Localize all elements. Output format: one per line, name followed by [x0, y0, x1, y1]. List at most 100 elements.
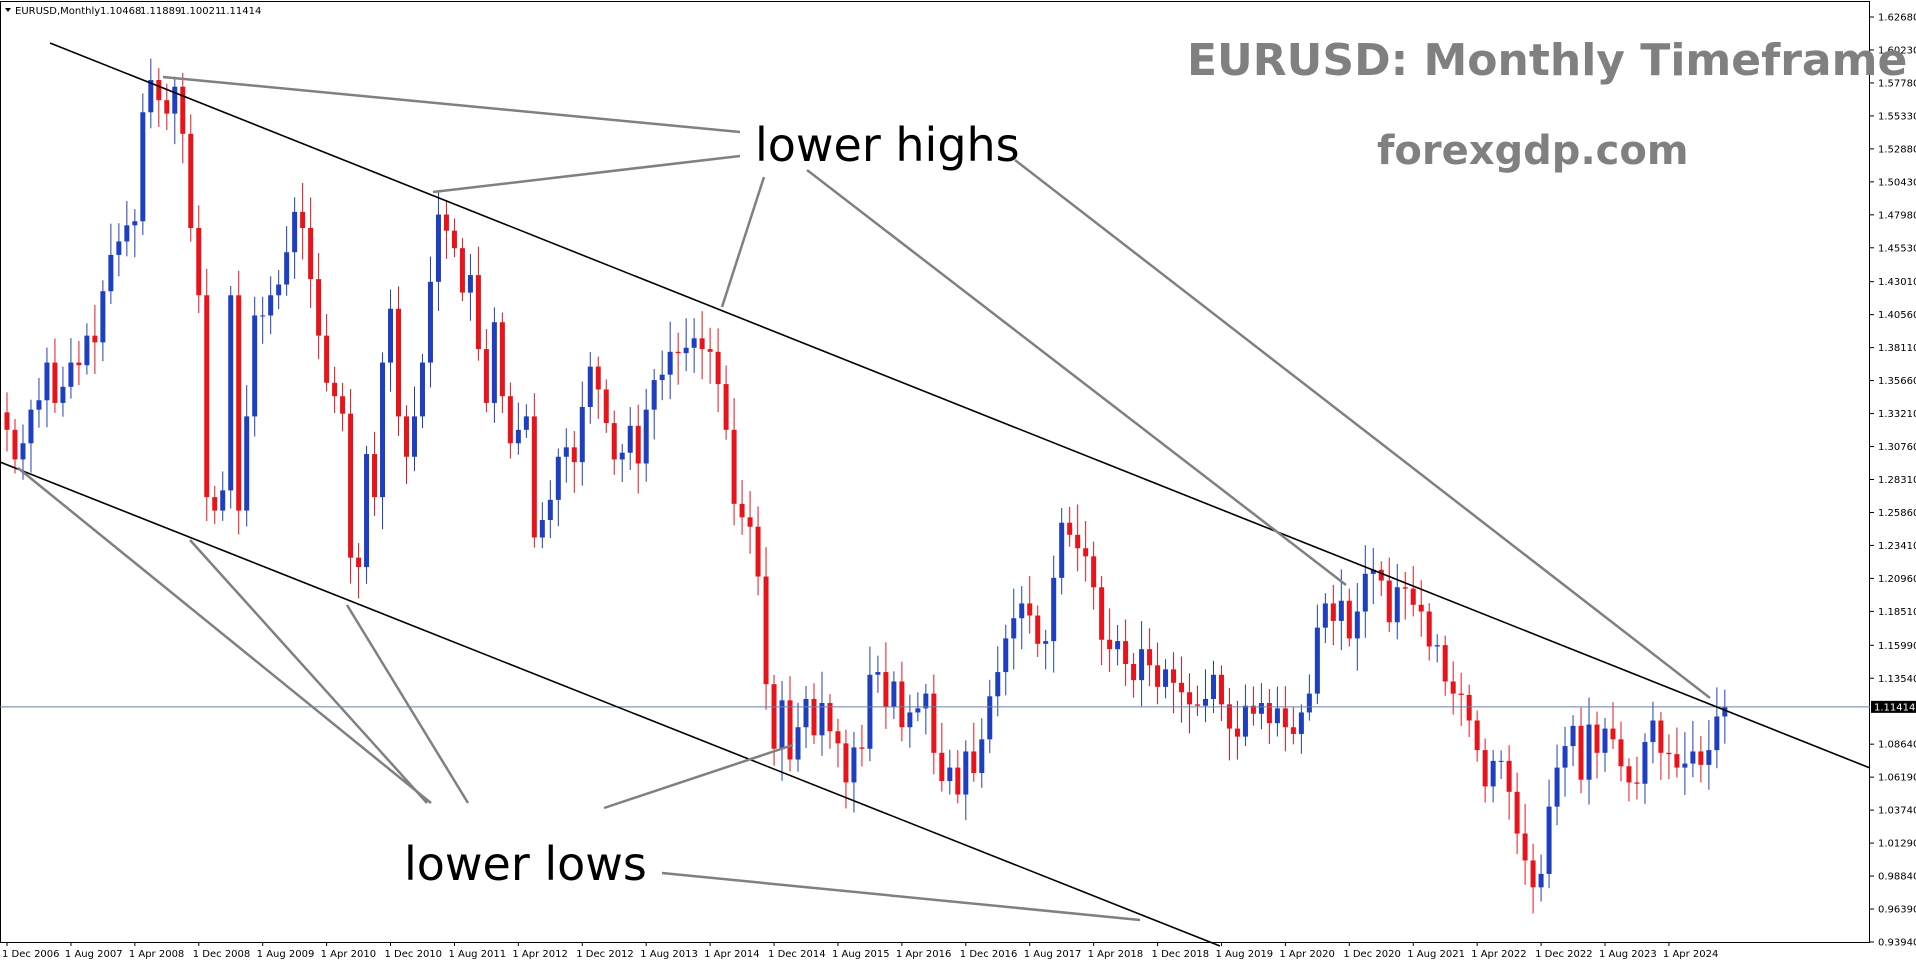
candle — [1666, 734, 1672, 780]
candle — [1394, 563, 1400, 640]
candle — [292, 197, 298, 279]
y-tick-label: 1.38110 — [1878, 343, 1916, 354]
candle — [707, 327, 713, 384]
candle — [643, 388, 649, 482]
candle — [324, 314, 330, 392]
candle — [1330, 584, 1336, 646]
candles — [4, 58, 1728, 914]
x-tick-label: 1 Apr 2012 — [512, 949, 567, 960]
candle — [316, 252, 322, 360]
candle — [364, 445, 370, 584]
candle — [1051, 555, 1057, 673]
candle — [683, 318, 689, 372]
candle — [491, 307, 497, 423]
x-tick-label: 1 Dec 2006 — [2, 949, 60, 960]
candle — [715, 328, 721, 413]
candle — [228, 286, 234, 509]
candle — [459, 238, 465, 302]
x-tick-label: 1 Apr 2020 — [1279, 949, 1334, 960]
y-tick-label: 1.33210 — [1878, 409, 1916, 420]
candle — [308, 197, 314, 309]
candle — [1722, 689, 1728, 744]
x-tick-label: 1 Apr 2024 — [1663, 949, 1718, 960]
candle — [68, 338, 74, 399]
candle — [971, 722, 977, 782]
candle — [963, 740, 969, 821]
candle — [388, 289, 394, 392]
candle — [659, 350, 665, 401]
candle — [819, 671, 825, 756]
candle — [1123, 619, 1129, 686]
candle — [1426, 603, 1432, 661]
x-tick-label: 1 Apr 2014 — [704, 949, 759, 960]
candle — [1147, 628, 1153, 687]
candle — [132, 209, 138, 258]
candle — [52, 338, 58, 413]
candle — [1586, 697, 1592, 805]
candle — [667, 321, 673, 400]
candle — [595, 356, 601, 419]
candle — [443, 200, 449, 259]
candle — [499, 312, 505, 413]
candle — [1298, 704, 1304, 754]
candle — [1003, 624, 1009, 696]
ohlc-high: 1.11889 — [140, 6, 181, 17]
x-tick-label: 1 Dec 2008 — [193, 949, 251, 960]
candle — [12, 418, 18, 474]
candle — [1115, 624, 1121, 666]
x-tick-label: 1 Dec 2020 — [1343, 949, 1401, 960]
x-tick-label: 1 Aug 2023 — [1599, 949, 1657, 960]
candle — [1242, 684, 1248, 747]
candle — [531, 393, 537, 548]
candle — [947, 749, 953, 795]
candle — [1522, 803, 1528, 885]
candle — [675, 332, 681, 385]
candle — [555, 448, 561, 527]
candle — [1083, 521, 1089, 582]
x-tick-label: 1 Aug 2013 — [640, 949, 698, 960]
x-tick-label: 1 Aug 2011 — [448, 949, 506, 960]
candle — [356, 543, 362, 599]
candle — [1538, 854, 1544, 902]
candle — [547, 480, 553, 539]
candle — [763, 547, 769, 710]
candle — [979, 718, 985, 788]
candle — [451, 218, 457, 258]
y-tick-label: 0.96390 — [1878, 905, 1916, 916]
y-tick-label: 1.23410 — [1878, 541, 1916, 552]
candle — [699, 311, 705, 380]
candle — [1482, 738, 1488, 803]
ohlc-open: 1.10468 — [100, 6, 141, 17]
x-tick-label: 1 Apr 2008 — [129, 949, 184, 960]
candle — [236, 270, 242, 535]
candle — [899, 661, 905, 742]
x-tick-label: 1 Apr 2010 — [321, 949, 376, 960]
candle — [1203, 669, 1208, 723]
candle — [619, 443, 625, 483]
candle — [507, 382, 513, 459]
candle — [411, 386, 417, 472]
candle — [300, 182, 306, 260]
candle — [723, 365, 729, 440]
candle — [212, 485, 218, 525]
candle — [404, 405, 409, 485]
candle — [1642, 733, 1648, 804]
candle — [851, 731, 857, 813]
candle — [108, 223, 114, 304]
x-tick-label: 1 Apr 2018 — [1088, 949, 1143, 960]
candle — [380, 352, 386, 530]
candle — [1131, 652, 1137, 698]
candle — [252, 296, 258, 437]
candle — [244, 385, 250, 527]
x-tick-label: 1 Dec 2014 — [768, 949, 826, 960]
candle — [28, 399, 34, 473]
candle — [1274, 686, 1280, 737]
candle — [1218, 665, 1224, 721]
y-tick-label: 0.98840 — [1878, 872, 1916, 883]
candle — [1306, 674, 1312, 721]
y-tick-label: 1.52880 — [1878, 144, 1916, 155]
candle — [1442, 635, 1448, 696]
candle — [995, 646, 1001, 717]
candle — [1187, 673, 1193, 734]
